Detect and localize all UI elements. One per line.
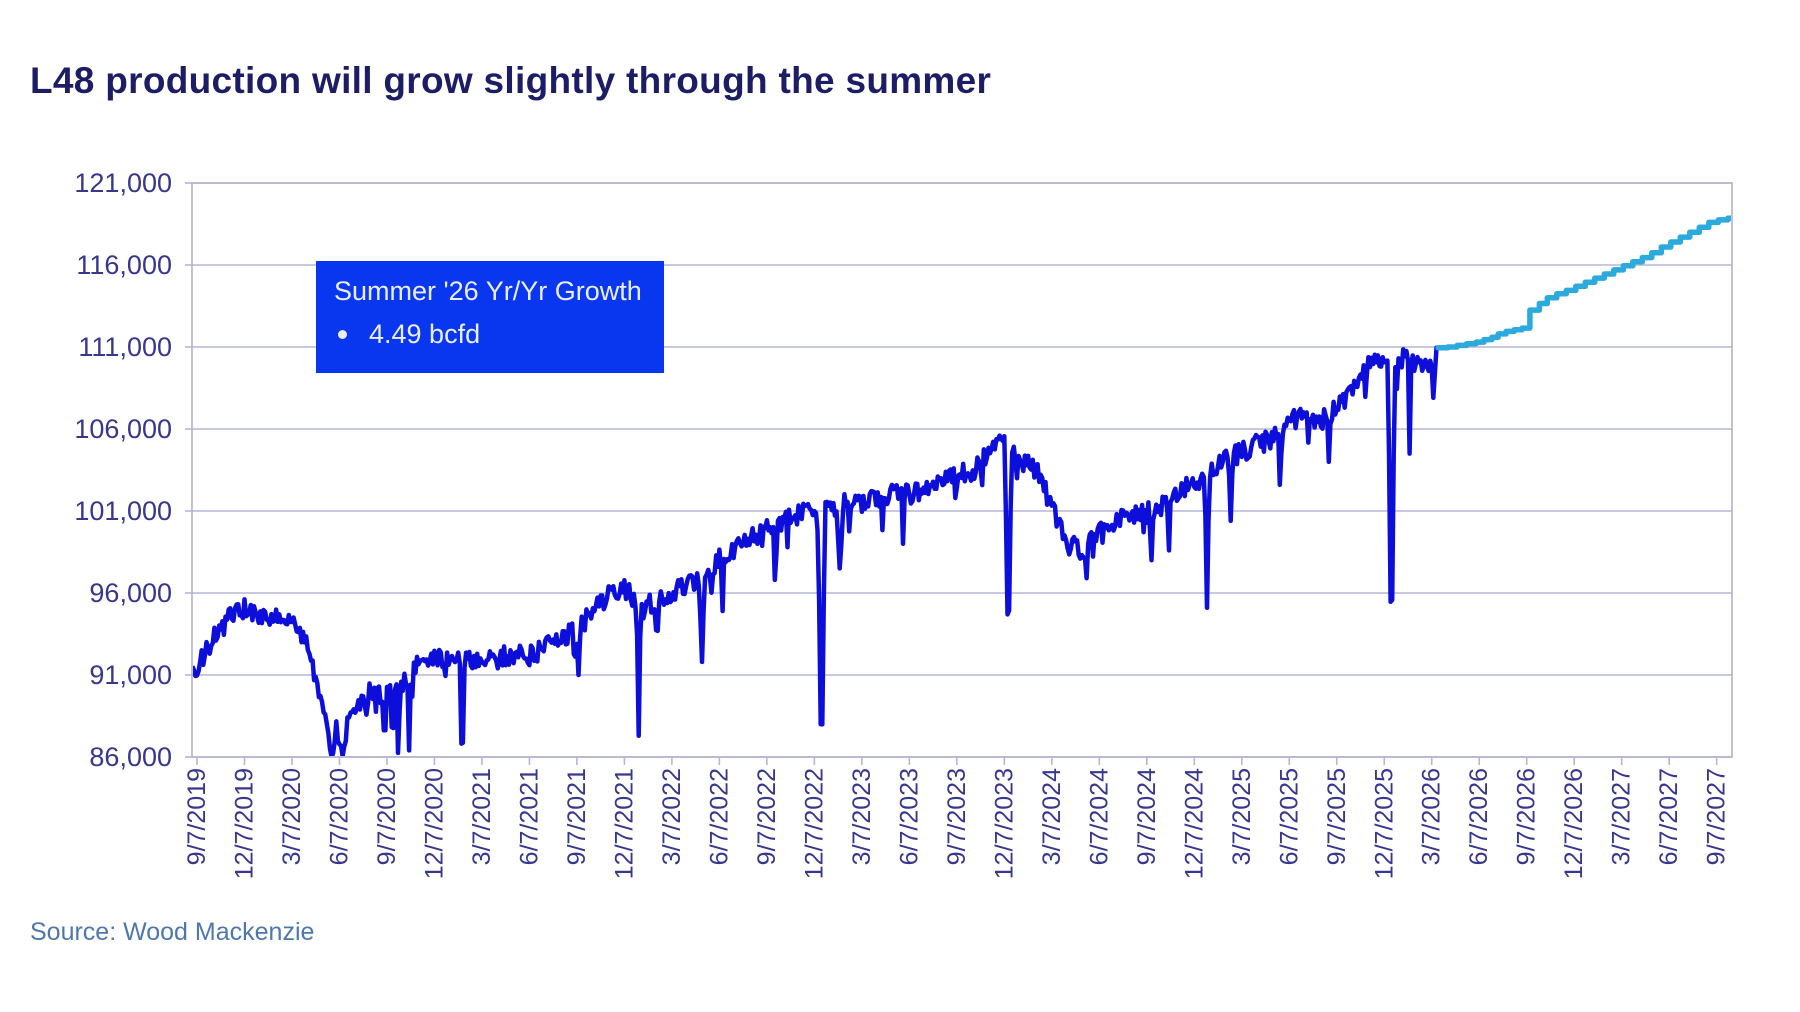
- x-tick-label: 9/7/2023: [943, 768, 971, 865]
- chart-title: L48 production will grow slightly throug…: [30, 60, 992, 101]
- y-tick-label: 91,000: [89, 660, 172, 690]
- y-tick-label: 111,000: [78, 332, 172, 362]
- x-tick-label: 6/7/2021: [515, 768, 543, 865]
- x-tick-label: 12/7/2023: [990, 768, 1018, 879]
- x-tick-label: 3/7/2024: [1038, 768, 1066, 865]
- historical-series-line: [193, 345, 1439, 756]
- y-tick-label: 86,000: [89, 742, 172, 772]
- x-tick-label: 12/7/2019: [230, 768, 258, 879]
- y-tick-label: 116,000: [76, 250, 172, 280]
- x-tick-label: 3/7/2022: [658, 768, 686, 865]
- callout-title: Summer '26 Yr/Yr Growth: [334, 276, 642, 306]
- source-note: Source: Wood Mackenzie: [30, 918, 315, 946]
- x-tick-label: 3/7/2021: [468, 768, 496, 865]
- x-tick-label: 6/7/2025: [1275, 768, 1303, 865]
- plot-border: [191, 182, 1733, 758]
- x-tick-label: 3/7/2023: [848, 768, 876, 865]
- x-tick-label: 9/7/2025: [1323, 768, 1351, 865]
- y-tick-label: 101,000: [74, 496, 172, 526]
- x-tick-label: 9/7/2021: [563, 768, 591, 865]
- x-tick-label: 9/7/2026: [1513, 768, 1541, 865]
- y-tick-label: 96,000: [89, 578, 172, 608]
- y-tick-label: 106,000: [74, 414, 172, 444]
- bullet-icon: [338, 329, 347, 339]
- x-tick-label: 9/7/2027: [1703, 768, 1731, 865]
- x-tick-label: 12/7/2024: [1180, 768, 1208, 879]
- x-tick-label: 9/7/2020: [373, 768, 401, 865]
- forecast-series-line: [1435, 215, 1731, 351]
- x-tick-label: 9/7/2022: [753, 768, 781, 865]
- x-tick-label: 6/7/2026: [1465, 768, 1493, 865]
- x-tick-label: 3/7/2025: [1228, 768, 1256, 865]
- x-tick-label: 9/7/2024: [1133, 768, 1161, 865]
- callout-bullet-line: 4.49 bcfd: [334, 319, 664, 350]
- growth-callout: Summer '26 Yr/Yr Growth 4.49 bcfd: [316, 261, 664, 373]
- x-tick-label: 6/7/2022: [705, 768, 733, 865]
- x-tick-label: 12/7/2021: [610, 768, 638, 879]
- x-tick-label: 6/7/2023: [895, 768, 923, 865]
- x-tick-label: 6/7/2024: [1085, 768, 1113, 865]
- callout-value: 4.49 bcfd: [369, 318, 481, 349]
- x-tick-label: 9/7/2019: [183, 768, 211, 865]
- x-tick-label: 12/7/2022: [800, 768, 828, 879]
- x-tick-label: 3/7/2027: [1608, 768, 1636, 865]
- x-tick-label: 3/7/2020: [278, 768, 306, 865]
- x-tick-label: 6/7/2020: [325, 768, 353, 865]
- y-tick-label: 121,000: [74, 168, 172, 198]
- x-tick-label: 12/7/2026: [1560, 768, 1588, 879]
- x-tick-label: 6/7/2027: [1655, 768, 1683, 865]
- x-tick-label: 3/7/2026: [1418, 768, 1446, 865]
- x-tick-label: 12/7/2025: [1370, 768, 1398, 879]
- x-tick-label: 12/7/2020: [420, 768, 448, 879]
